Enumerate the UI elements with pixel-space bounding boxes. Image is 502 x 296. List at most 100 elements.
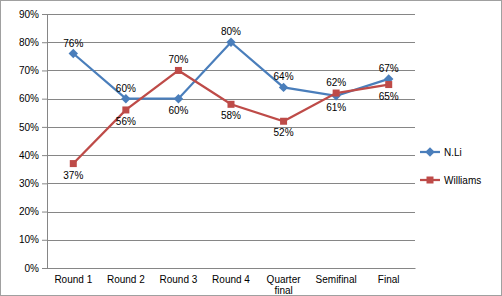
data-label: 70%: [168, 54, 188, 65]
x-tick: Quarterfinal: [267, 268, 302, 296]
chart-frame: [1, 1, 502, 296]
plot-area: [69, 37, 394, 167]
y-axis-line: [42, 15, 48, 269]
legend-label: Williams: [444, 175, 481, 186]
legend-marker: [425, 147, 434, 156]
x-tick-label-line: Semifinal: [316, 274, 357, 285]
x-tick: Round 2: [107, 268, 145, 285]
x-tick-label-line: Round 4: [212, 274, 250, 285]
x-tick-label: Round 2: [107, 274, 145, 285]
data-labels: 76%60%60%80%64%61%67%37%56%70%58%52%62%6…: [63, 26, 399, 180]
data-label: 64%: [274, 71, 294, 82]
x-tick-label-line: Round 2: [107, 274, 145, 285]
series-marker: [333, 90, 340, 97]
y-tick: 90%: [19, 9, 47, 20]
y-tick: 10%: [19, 234, 47, 245]
y-tick: 60%: [19, 93, 47, 104]
y-tick: 0%: [25, 263, 47, 274]
grid: [47, 15, 415, 269]
y-tick-label: 60%: [19, 93, 39, 104]
series-marker: [385, 81, 392, 88]
y-tick: 20%: [19, 206, 47, 217]
x-axis: Round 1 Round 2 Round 3 Round 4 Quarterfinal…: [48, 268, 416, 296]
grid-line: [47, 127, 415, 128]
data-label: 65%: [379, 91, 399, 102]
y-tick-label: 10%: [19, 234, 39, 245]
series-line: [73, 70, 388, 163]
x-tick: Semifinal: [316, 268, 357, 285]
x-tick: Final: [378, 268, 400, 285]
y-tick: 50%: [19, 122, 47, 133]
y-tick: 40%: [19, 150, 47, 161]
x-tick-label-line: Round 1: [54, 274, 92, 285]
grid-line: [47, 183, 415, 184]
chart: 0%10%20%30%40%50%60%70%80%90%Round 1Roun…: [0, 0, 502, 296]
y-tick-mark: [42, 42, 47, 43]
series-line: [73, 42, 388, 98]
series-marker: [280, 118, 287, 125]
x-axis-line: [48, 268, 416, 269]
y-tick-mark: [42, 14, 47, 15]
grid-line: [47, 155, 415, 156]
series-marker: [226, 37, 235, 46]
x-tick-label: Final: [378, 274, 400, 285]
grid-line: [47, 99, 415, 100]
y-tick: 70%: [19, 65, 47, 76]
grid-line: [47, 212, 415, 213]
legend-item: N.Li: [420, 147, 462, 158]
data-label: 37%: [63, 170, 83, 181]
x-tick-label-line: Round 3: [160, 274, 198, 285]
grid-line: [47, 240, 415, 241]
legend-item: Williams: [420, 175, 481, 186]
x-tick: Round 3: [160, 268, 198, 285]
y-tick-mark: [42, 155, 47, 156]
y-tick-mark: [42, 268, 47, 269]
y-tick-label: 80%: [19, 37, 39, 48]
series-marker: [121, 94, 130, 103]
grid-line: [47, 268, 415, 269]
y-tick-mark: [42, 127, 47, 128]
x-tick: Round 4: [212, 268, 250, 285]
y-tick: 80%: [19, 37, 47, 48]
x-tick-label-line: final: [274, 285, 292, 296]
series-marker: [122, 106, 129, 113]
y-tick-mark: [42, 212, 47, 213]
y-tick-mark: [42, 70, 47, 71]
series-marker: [228, 101, 235, 108]
y-tick-label: 0%: [25, 263, 40, 274]
grid-line: [47, 70, 415, 71]
y-tick-label: 30%: [19, 178, 39, 189]
data-label: 62%: [326, 77, 346, 88]
legend-label: N.Li: [444, 147, 462, 158]
y-tick-label: 90%: [19, 9, 39, 20]
y-tick-label: 50%: [19, 122, 39, 133]
data-label: 58%: [221, 110, 241, 121]
data-label: 67%: [379, 63, 399, 74]
series-marker: [69, 49, 78, 58]
y-tick-mark: [42, 99, 47, 100]
series-marker: [70, 160, 77, 167]
y-tick-label: 40%: [19, 150, 39, 161]
y-axis: 0% 10% 20% 30% 40% 50% 60% 70% 80% 90%: [19, 9, 48, 274]
y-tick: 30%: [19, 178, 47, 189]
data-label: 60%: [168, 105, 188, 116]
x-tick-label: Quarterfinal: [267, 274, 302, 296]
x-tick-label: Semifinal: [316, 274, 357, 285]
data-label: 61%: [326, 102, 346, 113]
y-tick-label: 20%: [19, 206, 39, 217]
legend: N.Li Williams: [420, 147, 481, 186]
series-marker: [279, 83, 288, 92]
x-tick-label: Round 4: [212, 274, 250, 285]
x-tick-label: Round 1: [54, 274, 92, 285]
x-tick-label: Round 3: [160, 274, 198, 285]
data-label: 52%: [274, 127, 294, 138]
y-tick-mark: [42, 183, 47, 184]
y-tick-mark: [42, 240, 47, 241]
y-tick-label: 70%: [19, 65, 39, 76]
data-label: 76%: [63, 38, 83, 49]
grid-line: [47, 14, 415, 15]
series-marker: [175, 67, 182, 74]
x-tick-label-line: Final: [378, 274, 400, 285]
data-label: 56%: [116, 116, 136, 127]
x-tick-label-line: Quarter: [267, 274, 302, 285]
